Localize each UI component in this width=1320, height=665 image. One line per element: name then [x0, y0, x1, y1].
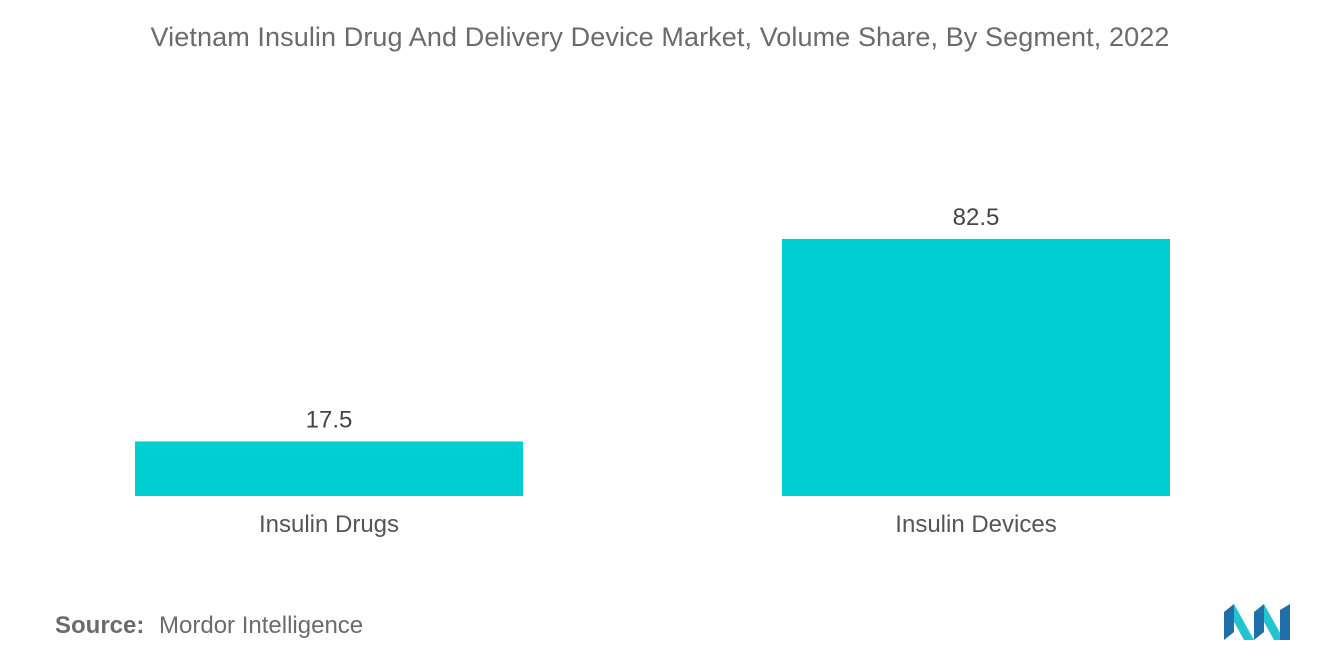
value-label: 82.5 — [953, 204, 1000, 231]
category-label: Insulin Drugs — [259, 511, 399, 538]
source-line: Source: Mordor Intelligence — [55, 612, 363, 640]
category-label: Insulin Devices — [895, 511, 1056, 538]
bar-insulin-drugs — [135, 441, 523, 496]
chart-title: Vietnam Insulin Drug And Delivery Device… — [150, 22, 1170, 52]
bar-insulin-devices — [782, 238, 1170, 496]
source-label: Source: — [55, 612, 145, 639]
source-text: Mordor Intelligence — [159, 612, 364, 639]
value-label: 17.5 — [306, 406, 353, 433]
mordor-intelligence-logo-icon — [1224, 604, 1290, 645]
bar-chart: 17.5 Insulin Drugs 82.5 Insulin Devices — [135, 204, 1170, 538]
